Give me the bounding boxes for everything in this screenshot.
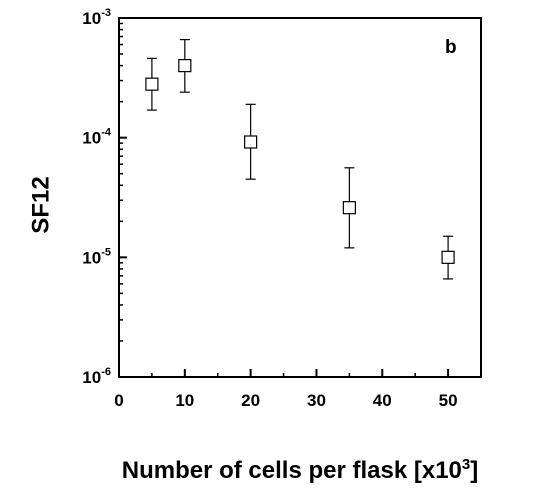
x-tick-label: 10 [175,391,194,410]
x-axis-title: Number of cells per flask [x103] [122,456,478,484]
x-tick-label: 50 [439,391,458,410]
x-tick-label: 40 [373,391,392,410]
y-tick-label: 10-4 [82,127,112,148]
data-markers [145,59,455,264]
x-axis-title-main: Number of cells per flask [x10 [122,457,462,484]
y-tick-label: 10-5 [82,246,111,267]
data-point [244,135,258,149]
x-axis-ticks: 0 10 20 30 40 50 [114,369,458,410]
plot-frame [118,17,482,378]
error-bars [146,38,454,280]
x-tick-label: 20 [241,391,260,410]
x-axis-title-exponent: 3 [462,456,470,473]
x-axis-title-suffix: ] [470,457,478,484]
y-tick-label-exponent: -4 [101,127,112,139]
y-axis-ticks: 10-310-410-510-6 [82,7,127,387]
y-tick-label-base: 10 [82,129,101,148]
panel-label: b [445,37,457,58]
y-tick-label: 10-6 [82,366,111,387]
y-tick-label-exponent: -6 [101,366,111,378]
y-tick-label-base: 10 [82,248,101,267]
x-tick-label: 30 [307,391,326,410]
data-point [178,59,192,73]
data-point [441,250,455,264]
y-tick-label-exponent: -3 [101,7,111,19]
plot-border [118,17,482,378]
y-tick-label-base: 10 [82,9,101,28]
y-tick-label: 10-3 [82,7,111,28]
y-tick-label-exponent: -5 [101,246,111,258]
y-tick-label-base: 10 [82,368,101,387]
x-tick-label: 0 [114,391,123,410]
y-axis-title: SF12 [27,176,54,233]
data-point [342,201,356,215]
data-point [145,77,159,91]
